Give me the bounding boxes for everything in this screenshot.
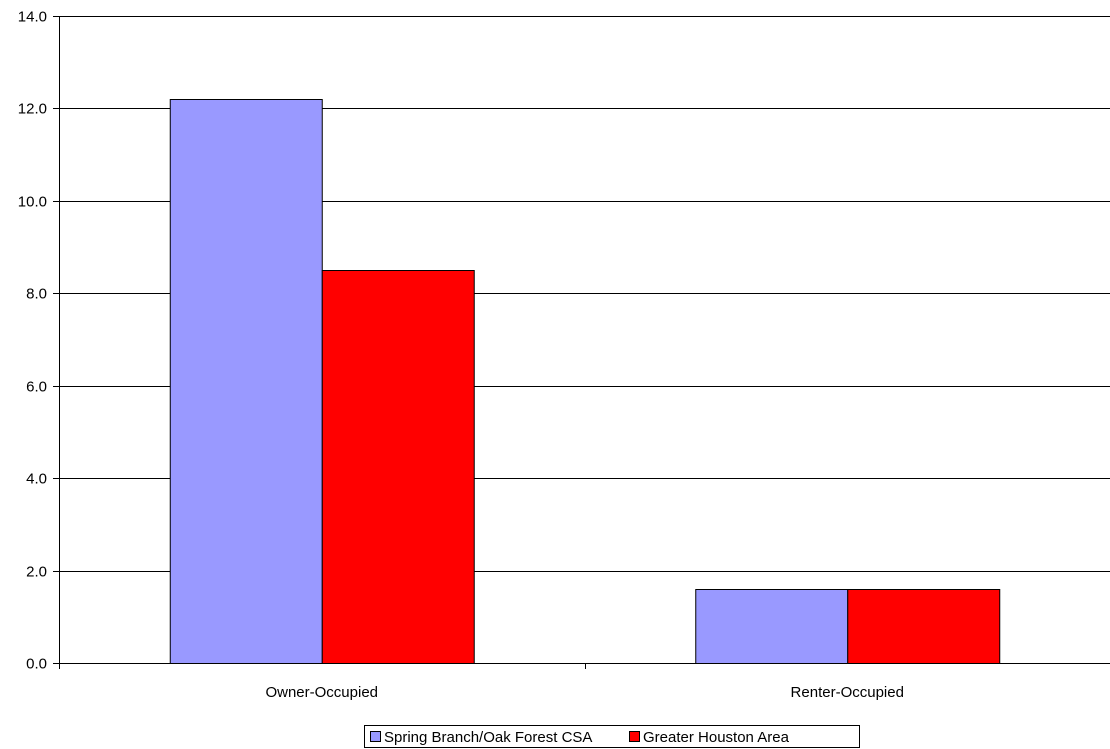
axes [53,16,1110,669]
legend-box [364,725,860,748]
legend: Spring Branch/Oak Forest CSA Greater Hous… [364,725,860,748]
y-tick-label: 12.0 [18,101,47,118]
bar-spring-branch-owner [169,99,323,664]
x-tick-label: Owner-Occupied [265,684,378,701]
bar-greater-houston-owner [321,270,475,664]
x-axis-tick-labels: Owner-Occupied Renter-Occupied [265,684,903,701]
y-tick-label: 10.0 [18,194,47,211]
legend-swatch [629,731,640,742]
y-tick-label: 6.0 [26,379,47,396]
legend-swatch [370,731,381,742]
y-tick-label: 14.0 [18,9,47,26]
x-tick-label: Renter-Occupied [791,684,904,701]
legend-label: Greater Houston Area [643,729,790,746]
y-tick-label: 0.0 [26,656,47,673]
legend-label: Spring Branch/Oak Forest CSA [384,729,592,746]
y-axis-tick-labels: 0.0 2.0 4.0 6.0 8.0 10.0 12.0 14.0 [18,9,47,673]
y-tick-label: 8.0 [26,286,47,303]
y-tick-label: 4.0 [26,471,47,488]
y-tick-label: 2.0 [26,564,47,581]
bars [169,99,1001,664]
bar-spring-branch-renter [695,589,849,664]
bar-greater-houston-renter [847,589,1001,664]
